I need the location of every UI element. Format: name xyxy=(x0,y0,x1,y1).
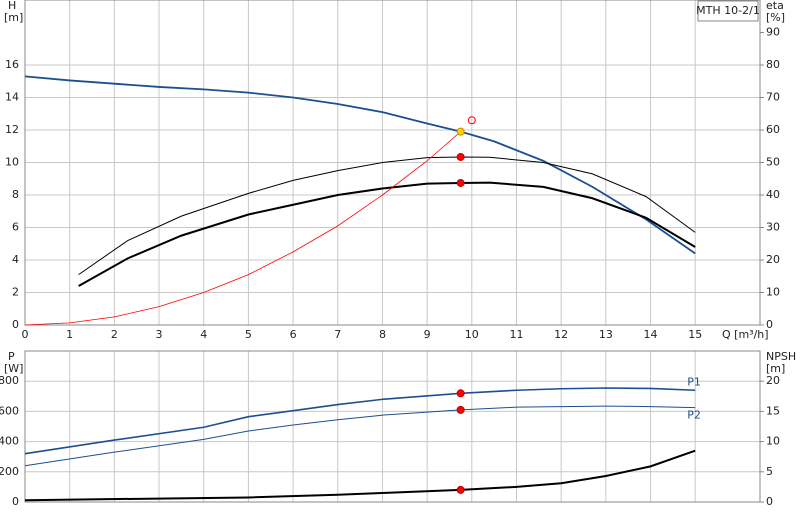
x-tick-label: 11 xyxy=(509,328,523,341)
y2-tick-label: 10 xyxy=(766,286,780,299)
y-tick-label: 0 xyxy=(12,318,19,331)
x-tick-label: 7 xyxy=(334,328,341,341)
y2-axis-label: NPSH xyxy=(766,350,796,363)
y-tick-label: 10 xyxy=(5,156,19,169)
x-tick-label: 10 xyxy=(465,328,479,341)
marker xyxy=(456,389,465,398)
y2-tick-label: 30 xyxy=(766,221,780,234)
series-line xyxy=(24,75,696,255)
x-tick-label: 5 xyxy=(245,328,252,341)
x-tick-label: 6 xyxy=(290,328,297,341)
y2-axis-unit: [m] xyxy=(766,362,785,375)
x-tick-label: 8 xyxy=(379,328,386,341)
y2-tick-label: 15 xyxy=(766,404,780,417)
plot-frame xyxy=(24,350,761,503)
series-label: P1 xyxy=(687,375,701,388)
x-tick-label: 0 xyxy=(22,328,29,341)
y-tick-label: 14 xyxy=(5,91,19,104)
chart-title: MTH 10-2/1 xyxy=(696,4,760,17)
x-tick-label: 2 xyxy=(111,328,118,341)
marker xyxy=(456,178,465,187)
x-tick-label: 12 xyxy=(554,328,568,341)
y2-tick-label: 60 xyxy=(766,123,780,136)
y-tick-label: 4 xyxy=(12,253,19,266)
y2-tick-label: 50 xyxy=(766,156,780,169)
y-tick-label: 6 xyxy=(12,221,19,234)
x-tick-label: 4 xyxy=(200,328,207,341)
series-line xyxy=(24,387,696,455)
title-box xyxy=(697,0,759,22)
series-line xyxy=(24,131,461,326)
series-line xyxy=(78,181,696,287)
x-tick-label: 1 xyxy=(66,328,73,341)
y2-tick-label: 20 xyxy=(766,253,780,266)
marker xyxy=(456,405,465,414)
y-tick-label: 200 xyxy=(0,465,19,478)
series-line xyxy=(24,405,696,467)
y2-axis-label: eta xyxy=(766,0,784,12)
marker xyxy=(467,116,476,125)
y-axis-unit: [m] xyxy=(4,11,23,24)
y2-tick-label: 80 xyxy=(766,58,780,71)
x-tick-label: 13 xyxy=(599,328,613,341)
y-tick-label: 600 xyxy=(0,404,19,417)
y2-tick-label: 90 xyxy=(766,26,780,39)
series-line xyxy=(78,156,696,276)
marker xyxy=(456,152,465,161)
y-axis-label: P xyxy=(8,350,15,363)
y-tick-label: 400 xyxy=(0,435,19,448)
y-tick-label: 2 xyxy=(12,286,19,299)
y-axis-unit: [W] xyxy=(4,362,23,375)
x-tick-label: 9 xyxy=(424,328,431,341)
y2-tick-label: 70 xyxy=(766,91,780,104)
y-tick-label: 12 xyxy=(5,123,19,136)
y2-tick-label: 20 xyxy=(766,374,780,387)
y-tick-label: 16 xyxy=(5,58,19,71)
marker xyxy=(456,485,465,494)
y2-tick-label: 5 xyxy=(766,465,773,478)
y-tick-label: 0 xyxy=(12,495,19,508)
x-axis-label: Q [m³/h] xyxy=(722,328,769,341)
x-tick-label: 15 xyxy=(688,328,702,341)
x-tick-label: 14 xyxy=(644,328,658,341)
y-tick-label: 800 xyxy=(0,374,19,387)
y-axis-label: H xyxy=(8,0,16,12)
series-label: P2 xyxy=(687,409,701,422)
x-tick-label: 3 xyxy=(156,328,163,341)
y2-axis-unit: [%] xyxy=(766,11,785,24)
y-tick-label: 8 xyxy=(12,188,19,201)
marker xyxy=(456,127,465,136)
y2-tick-label: 10 xyxy=(766,435,780,448)
y2-tick-label: 0 xyxy=(766,318,773,331)
y2-tick-label: 0 xyxy=(766,495,773,508)
plot-frame xyxy=(24,0,761,326)
series-line xyxy=(24,449,696,502)
y2-tick-label: 40 xyxy=(766,188,780,201)
